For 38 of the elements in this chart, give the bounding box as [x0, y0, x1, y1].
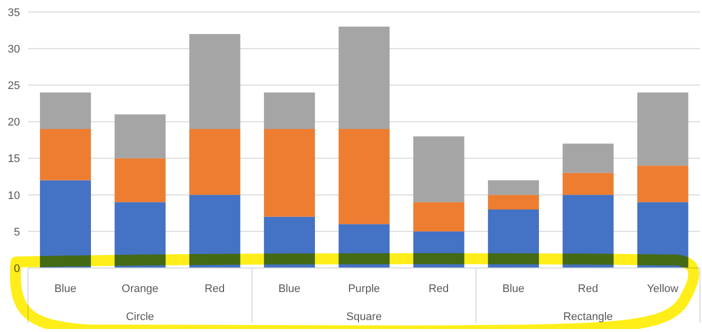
- bar: [40, 92, 91, 130]
- text: Circle: [126, 311, 154, 323]
- y-tick-label: 20: [8, 116, 20, 129]
- bar: [114, 114, 166, 158]
- y-tick-label: 5: [14, 226, 20, 238]
- bar: [637, 166, 688, 202]
- x-tick-label: Blue: [502, 283, 524, 295]
- bar: [114, 158, 166, 202]
- text: Square: [346, 311, 382, 323]
- bar: [413, 202, 464, 232]
- y-tick-label: 35: [8, 6, 20, 19]
- x-tick-label: Red: [204, 283, 225, 295]
- bar: [488, 180, 539, 195]
- y-tick-label: 15: [8, 153, 20, 166]
- bar: [189, 129, 240, 195]
- x-tick-label: Red: [578, 283, 598, 295]
- bar: [189, 34, 240, 130]
- bar: [488, 194, 539, 210]
- bar: [338, 26, 390, 130]
- bar: [264, 92, 315, 130]
- y-tick-label: 0: [14, 262, 20, 275]
- bar: [562, 144, 614, 173]
- bar: [562, 172, 614, 195]
- x-tick-label: Blue: [278, 283, 300, 295]
- x-tick-label: Red: [428, 283, 449, 295]
- bar: [338, 129, 390, 224]
- x-tick-label: Orange: [122, 283, 158, 295]
- bar: [413, 136, 464, 202]
- y-tick-label: 25: [8, 80, 20, 92]
- bar: [40, 129, 91, 180]
- bar: [264, 129, 315, 217]
- y-tick-label: 10: [8, 190, 20, 202]
- y-tick-label: 30: [8, 43, 20, 56]
- x-tick-label: Yellow: [646, 283, 678, 295]
- x-tick-label: Purple: [348, 283, 380, 295]
- text: Rectangle: [563, 311, 613, 323]
- x-tick-label: Blue: [54, 283, 76, 295]
- bar: [637, 92, 688, 166]
